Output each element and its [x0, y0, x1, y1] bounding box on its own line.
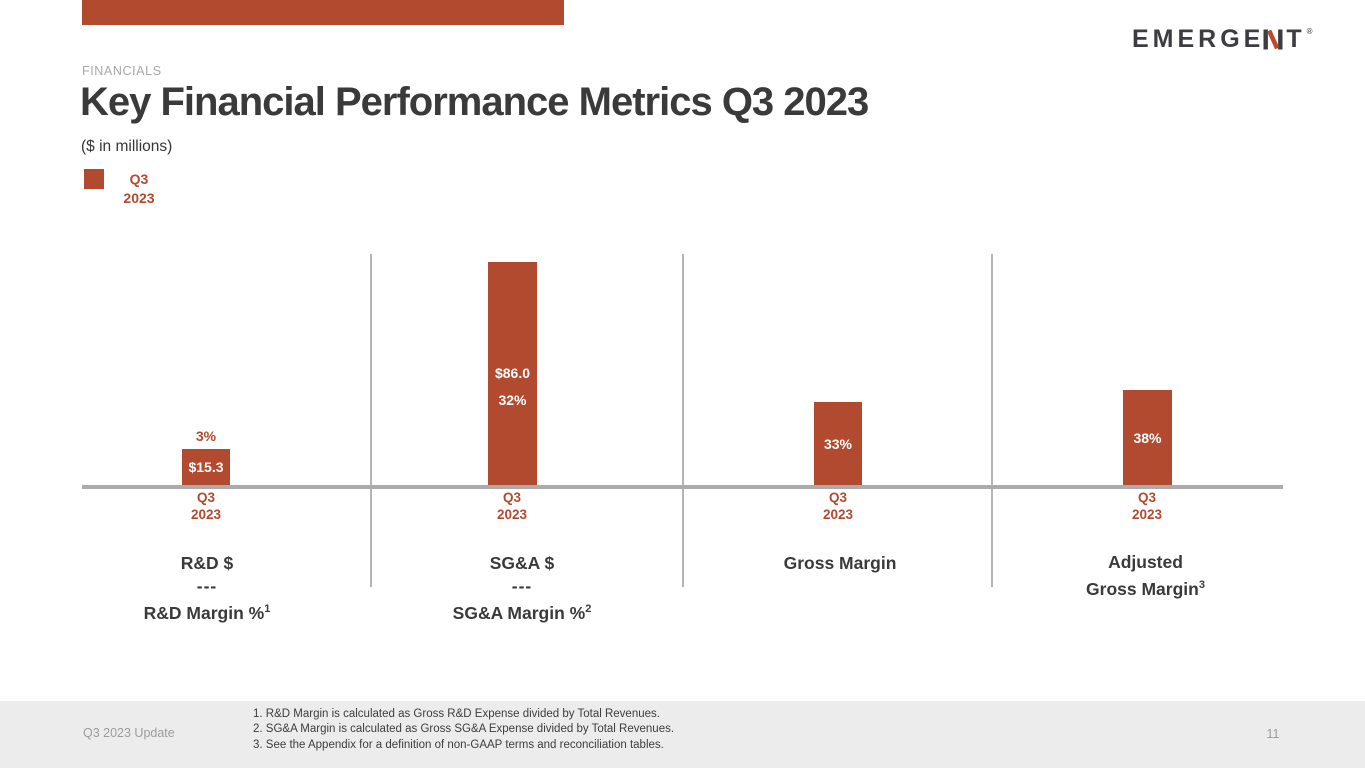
bar-sga: $86.0 32% [488, 262, 537, 485]
page-number: 11 [1266, 727, 1280, 741]
footnote-1: 1. R&D Margin is calculated as Gross R&D… [253, 708, 660, 720]
tick-line2: 2023 [822, 507, 854, 522]
company-logo: EMERGE T ® [1132, 25, 1313, 54]
x-axis-line [82, 485, 1283, 489]
legend-line1: Q3 [129, 171, 149, 187]
panel-divider [682, 254, 684, 587]
group-caption-gross-margin: Gross Margin [740, 552, 940, 575]
footer-band [0, 701, 1365, 768]
x-tick-label: Q3 2023 [467, 489, 557, 523]
tick-line2: 2023 [1131, 507, 1163, 522]
caption-line1: R&D $ [180, 553, 234, 573]
caption-line1: SG&A $ [489, 553, 555, 573]
bar-percent-label: 33% [823, 435, 853, 452]
bar-gross-margin: 33% [814, 402, 862, 485]
caption-line1: Adjusted [1108, 552, 1183, 572]
bar-adjusted-gross-margin: 38% [1123, 390, 1172, 485]
caption-line2: Gross Margin3 [1086, 578, 1205, 599]
bar-value-label: $15.3 [188, 459, 224, 475]
tick-line1: Q3 [1137, 490, 1156, 505]
tick-line1: Q3 [828, 490, 847, 505]
caption-dashes: --- [511, 576, 533, 596]
caption-line1: Gross Margin [783, 553, 897, 573]
caption-line2: R&D Margin %1 [143, 602, 271, 623]
footnote-ref: 3 [1198, 579, 1205, 591]
footnote-ref: 2 [585, 603, 592, 615]
footnotes: 1. R&D Margin is calculated as Gross R&D… [253, 707, 674, 753]
x-tick-label: Q3 2023 [1102, 489, 1192, 523]
footnote-ref: 1 [264, 603, 271, 615]
caption-line2: SG&A Margin %2 [452, 602, 592, 623]
legend-swatch [84, 169, 104, 189]
panel-divider [370, 254, 372, 587]
tick-line1: Q3 [196, 490, 215, 505]
footnote-3: 3. See the Appendix for a definition of … [253, 738, 664, 751]
section-kicker: FINANCIALS [82, 64, 162, 78]
bar-rd: $15.3 [182, 449, 230, 485]
tick-line2: 2023 [190, 507, 222, 522]
bar-above-label: 3% [195, 428, 217, 444]
caption-dashes: --- [196, 576, 218, 596]
logo-n-icon [1263, 29, 1283, 50]
x-tick-label: Q3 2023 [793, 489, 883, 523]
registered-mark: ® [1306, 27, 1313, 36]
footnote-2: 2. SG&A Margin is calculated as Gross SG… [253, 723, 675, 736]
logo-text-left: EMERGE [1132, 25, 1265, 53]
page-title: Key Financial Performance Metrics Q3 202… [80, 80, 869, 124]
group-caption-sga: SG&A $ --- SG&A Margin %2 [412, 552, 632, 625]
group-caption-adjusted-gross-margin: Adjusted Gross Margin3 [1043, 551, 1248, 601]
footer-deck-title: Q3 2023 Update [83, 726, 175, 740]
bar-percent-label: 32% [498, 392, 527, 408]
bar-percent-label: 38% [1133, 429, 1162, 446]
legend-line2: 2023 [123, 190, 155, 206]
tick-line1: Q3 [502, 490, 521, 505]
legend-label: Q3 2023 [117, 170, 161, 208]
units-subtitle: ($ in millions) [81, 138, 173, 155]
logo-text-right: T [1286, 25, 1306, 53]
bar-value-label: $86.0 [494, 365, 531, 381]
group-caption-rd: R&D $ --- R&D Margin %1 [107, 552, 307, 625]
tick-line2: 2023 [496, 507, 528, 522]
x-tick-label: Q3 2023 [161, 489, 251, 523]
panel-divider [991, 254, 993, 587]
top-accent-bar [82, 0, 564, 25]
